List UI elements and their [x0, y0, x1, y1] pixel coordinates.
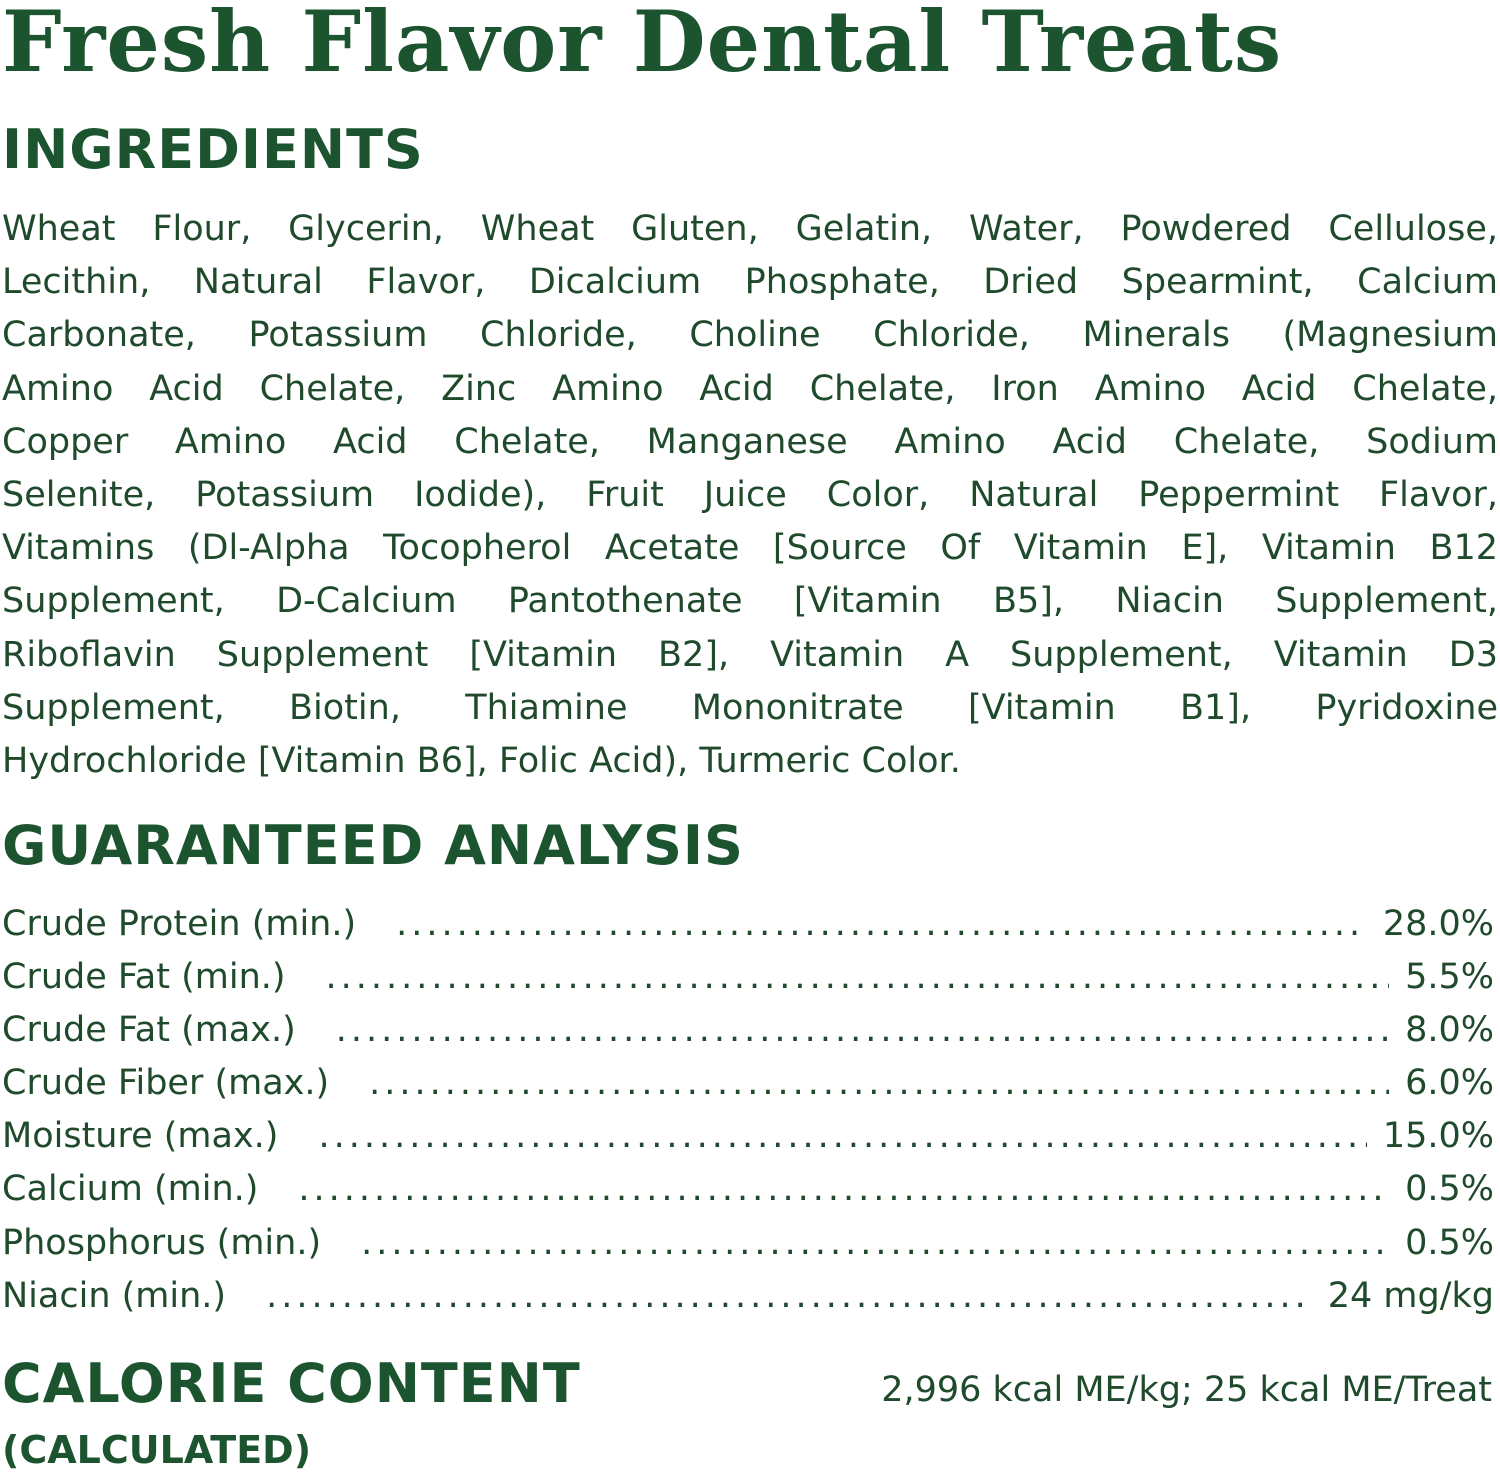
analysis-value: 8.0%: [1405, 1010, 1494, 1051]
ingredients-line: Copper Amino Acid Chelate, Manganese Ami…: [2, 421, 1498, 462]
guaranteed-analysis-table: Crude Protein (min.)....................…: [2, 898, 1494, 1323]
analysis-value: 5.5%: [1405, 957, 1494, 998]
dot-leader: ........................................…: [335, 1010, 1389, 1051]
dot-leader: ........................................…: [361, 1222, 1390, 1263]
analysis-label: Crude Fiber (max.): [2, 1063, 330, 1104]
analysis-value: 6.0%: [1405, 1063, 1494, 1104]
analysis-row: Niacin (min.)...........................…: [2, 1270, 1494, 1323]
analysis-label: Niacin (min.): [2, 1275, 227, 1316]
analysis-value: 0.5%: [1405, 1222, 1494, 1263]
ingredients-line: Selenite, Potassium Iodide), Fruit Juice…: [2, 474, 1498, 515]
analysis-label: Crude Protein (min.): [2, 904, 357, 944]
dot-leader: ........................................…: [266, 1275, 1312, 1316]
ingredients-line: Supplement, Biotin, Thiamine Mononitrate…: [2, 687, 1498, 728]
ingredients-line: Supplement, D-Calcium Pantothenate [Vita…: [2, 581, 1498, 622]
calorie-content-value: 2,996 kcal ME/kg; 25 kcal ME/Treat: [881, 1370, 1492, 1410]
analysis-row: Crude Fat (max.)........................…: [2, 1004, 1494, 1057]
ingredients-line: Hydrochloride [Vitamin B6], Folic Acid),…: [2, 740, 961, 781]
analysis-label: Calcium (min.): [2, 1169, 259, 1210]
calorie-content-subheading: (CALCULATED): [2, 1428, 312, 1472]
dot-leader: ........................................…: [325, 957, 1390, 998]
ingredients-list: Wheat Flour, Glycerin, Wheat Gluten, Gel…: [2, 203, 1498, 788]
ingredients-line: Wheat Flour, Glycerin, Wheat Gluten, Gel…: [2, 209, 1498, 249]
ingredients-line: Riboflavin Supplement [Vitamin B2], Vita…: [2, 634, 1498, 675]
analysis-label: Crude Fat (max.): [2, 1010, 296, 1051]
dot-leader: ........................................…: [298, 1169, 1389, 1210]
calorie-content-heading: CALORIE CONTENT: [2, 1352, 581, 1415]
analysis-label: Crude Fat (min.): [2, 957, 286, 998]
ingredients-heading: INGREDIENTS: [2, 118, 424, 181]
analysis-row: Moisture (max.).........................…: [2, 1110, 1494, 1163]
dot-leader: ........................................…: [369, 1063, 1390, 1104]
analysis-row: Calcium (min.)..........................…: [2, 1163, 1494, 1216]
ingredients-line: Amino Acid Chelate, Zinc Amino Acid Chel…: [2, 368, 1498, 409]
ingredients-line: Vitamins (Dl-Alpha Tocopherol Acetate [S…: [2, 528, 1498, 569]
page-title: Fresh Flavor Dental Treats: [2, 0, 1283, 91]
guaranteed-analysis-heading: GUARANTEED ANALYSIS: [2, 814, 744, 877]
analysis-label: Moisture (max.): [2, 1116, 279, 1157]
analysis-value: 15.0%: [1382, 1116, 1494, 1157]
dot-leader: ........................................…: [318, 1116, 1366, 1157]
ingredients-line: Carbonate, Potassium Chloride, Choline C…: [2, 315, 1498, 356]
analysis-label: Phosphorus (min.): [2, 1222, 322, 1263]
analysis-row: Crude Fiber (max.)......................…: [2, 1057, 1494, 1110]
analysis-row: Crude Fat (min.)........................…: [2, 951, 1494, 1004]
ingredients-line: Lecithin, Natural Flavor, Dicalcium Phos…: [2, 262, 1498, 303]
analysis-value: 0.5%: [1405, 1169, 1494, 1210]
analysis-value: 24 mg/kg: [1327, 1275, 1494, 1316]
dot-leader: ........................................…: [396, 904, 1367, 944]
analysis-value: 28.0%: [1382, 904, 1494, 944]
analysis-row: Phosphorus (min.).......................…: [2, 1217, 1494, 1270]
analysis-row: Crude Protein (min.)....................…: [2, 898, 1494, 951]
